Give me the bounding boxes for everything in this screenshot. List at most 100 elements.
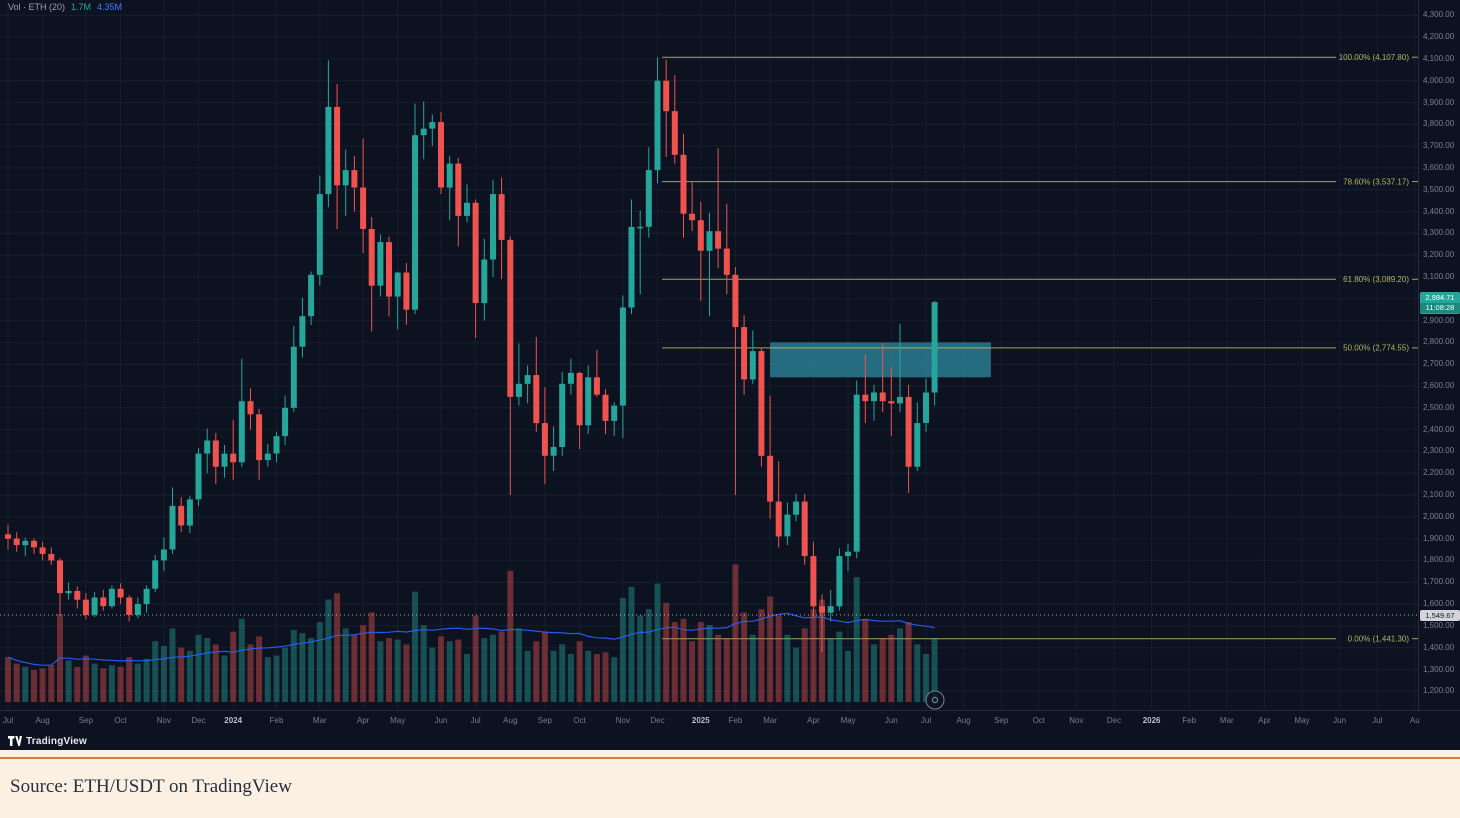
time-tick-label: 2024: [224, 716, 243, 725]
price-tick-label: 3,400.00: [1423, 206, 1455, 216]
price-tick-label: 2,300.00: [1423, 446, 1455, 456]
time-axis[interactable]: Jul Aug Sep Oct Nov Dec 2024 Feb Mar Apr May Jun Jul…: [0, 710, 1460, 733]
time-tick-label: May: [840, 716, 856, 725]
price-tick-label: 1,800.00: [1423, 555, 1455, 565]
fib-label: 100.00% (4,107.80): [1339, 53, 1410, 62]
price-tick-label: 2,400.00: [1423, 424, 1455, 434]
time-tick-label: Dec: [191, 716, 206, 725]
time-tick-label: Jul: [920, 716, 932, 725]
fib-label: 0.00% (1,441.30): [1348, 635, 1410, 644]
price-tick-label: 2,600.00: [1423, 381, 1455, 390]
time-tick-label: Feb: [269, 716, 284, 725]
price-tick-label: 1,900.00: [1423, 533, 1455, 543]
time-tick-label: Mar: [1219, 716, 1234, 725]
fib-label: 61.80% (3,089.20): [1343, 275, 1409, 284]
price-tick-label: 4,300.00: [1423, 10, 1455, 20]
time-tick-label: Mar: [312, 716, 327, 725]
price-tick-label: 4,100.00: [1423, 53, 1455, 63]
time-tick-label: Sep: [994, 716, 1009, 725]
price-tick-label: 3,800.00: [1423, 119, 1455, 129]
price-tick-label: 3,700.00: [1423, 141, 1455, 151]
price-tick-label: 2,800.00: [1423, 337, 1455, 347]
time-tick-label: Sep: [537, 716, 553, 725]
price-tick-label: 2,000.00: [1423, 511, 1455, 521]
price-tick-label: 3,600.00: [1423, 162, 1455, 172]
price-tick-label: 2,100.00: [1423, 490, 1455, 499]
volume-ma-value: 4.35M: [97, 2, 123, 12]
fib-retracement[interactable]: 100.00% (4,107.80) 78.60% (3,537.17) 61.80…: [662, 53, 1418, 644]
logo-bar: TradingView: [8, 734, 87, 748]
price-tick-label: 1,500.00: [1423, 620, 1455, 630]
candlestick-svg: 100.00% (4,107.80) 78.60% (3,537.17) 61.80…: [0, 0, 1418, 710]
time-tick-label: Aug: [503, 716, 518, 725]
caption-area: Source: ETH/USDT on TradingView: [0, 750, 1460, 818]
price-axis[interactable]: 4,300.00 4,200.00 4,100.00 4,000.00 3,900.00…: [1418, 0, 1460, 710]
price-tick-label: 3,200.00: [1423, 250, 1455, 260]
bar-countdown: 11:08:28: [1420, 303, 1460, 314]
price-tick-label: 1,200.00: [1423, 686, 1455, 696]
time-tick-label: 2025: [691, 716, 710, 725]
tradingview-logo-text[interactable]: TradingView: [26, 735, 87, 747]
last-price-value: 2,984.71: [1425, 293, 1455, 303]
time-tick-label: Feb: [728, 716, 743, 725]
price-tick-label: 1,400.00: [1423, 642, 1455, 652]
caption-text: Source: ETH/USDT on TradingView: [10, 776, 292, 797]
volume-ma-line: [7, 612, 935, 666]
time-tick-label: Jun: [1333, 716, 1347, 725]
time-tick-label: Nov: [156, 716, 172, 725]
price-tick-label: 1,700.00: [1423, 577, 1455, 587]
time-tick-label: Oct: [1032, 716, 1046, 725]
price-tick-label: 1,300.00: [1423, 664, 1455, 674]
time-tick-label: Aug: [956, 716, 971, 725]
time-tick-label: Dec: [1106, 716, 1122, 725]
time-tick-label: May: [390, 716, 406, 725]
price-tick-label: 2,500.00: [1423, 402, 1455, 412]
fib-label: 50.00% (2,774.55): [1343, 344, 1409, 353]
time-tick-label: 2026: [1142, 716, 1161, 725]
time-tick-label: Apr: [1258, 716, 1271, 725]
price-tick-label: 3,300.00: [1423, 228, 1455, 238]
tradingview-logo-icon[interactable]: [8, 736, 22, 746]
price-tick-label: 3,900.00: [1423, 97, 1455, 107]
time-tick-label: Jul: [470, 716, 481, 725]
indicator-legend[interactable]: Vol · ETH (20) 1.7M 4.35M: [8, 2, 122, 12]
last-price-badge: 2,984.71 11:08:28: [1420, 292, 1460, 315]
caption-divider: [0, 757, 1460, 759]
price-tick-label: 2,900.00: [1423, 315, 1455, 325]
time-tick-label: Oct: [114, 716, 127, 725]
time-tick-label: Nov: [615, 716, 631, 725]
time-tick-label: Aug: [35, 716, 50, 725]
time-tick-label: Jun: [434, 716, 448, 725]
price-chart[interactable]: 100.00% (4,107.80) 78.60% (3,537.17) 61.80…: [0, 0, 1418, 710]
grid: [0, 0, 1418, 710]
time-tick-label: Sep: [78, 716, 94, 725]
volume-series: [5, 564, 938, 702]
time-tick-label: Jul: [2, 716, 14, 725]
price-tick-label: 1,600.00: [1423, 599, 1455, 608]
price-tick-label: 2,200.00: [1423, 468, 1455, 478]
time-tick-label: Mar: [763, 716, 777, 725]
price-tick-label: 3,100.00: [1423, 271, 1455, 281]
time-tick-label: May: [1294, 716, 1310, 725]
chart-anchor-icon[interactable]: [925, 690, 945, 710]
time-tick-label: Jul: [1372, 716, 1383, 725]
time-tick-label: Dec: [650, 716, 665, 725]
time-tick-label: Feb: [1182, 716, 1197, 725]
candles-series: [5, 57, 938, 652]
time-tick-label: Nov: [1069, 716, 1084, 725]
time-tick-label: Apr: [807, 716, 820, 725]
volume-current-value: 1.7M: [71, 2, 92, 12]
alert-price-badge: 1,549.67: [1420, 609, 1460, 621]
price-tick-label: 4,000.00: [1423, 75, 1455, 85]
price-tick-label: 4,200.00: [1423, 32, 1455, 42]
chart-panel: Vol · ETH (20) 1.7M 4.35M 100.00% (4,107…: [0, 0, 1460, 750]
time-tick-label: Apr: [356, 716, 370, 725]
price-tick-label: 2,700.00: [1423, 359, 1455, 369]
volume-indicator-label[interactable]: Vol · ETH (20): [8, 2, 66, 12]
price-tick-label: 3,500.00: [1423, 184, 1455, 194]
time-tick-label: Jun: [884, 716, 898, 725]
time-tick-label: Au: [1409, 716, 1420, 725]
fib-label: 78.60% (3,537.17): [1343, 177, 1409, 186]
time-tick-label: Oct: [573, 716, 586, 725]
